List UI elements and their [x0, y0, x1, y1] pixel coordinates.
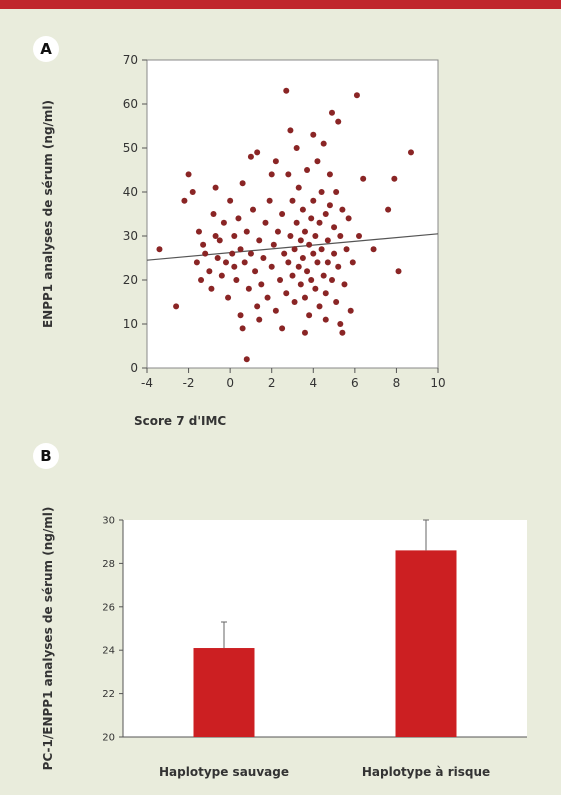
bar-plot-area: [123, 520, 527, 737]
bar-y-tick-label: 22: [102, 689, 115, 700]
category-label: Haplotype à risque: [362, 765, 490, 779]
bar: [396, 550, 457, 737]
bar-y-tick-label: 28: [102, 559, 115, 570]
bar-y-tick-label: 20: [102, 733, 115, 744]
bar-y-tick-label: 26: [102, 602, 115, 613]
bar: [194, 648, 255, 737]
bar-y-axis-title: PC-1/ENPP1 analyses de sérum (ng/ml): [41, 507, 55, 771]
bar-y-tick-label: 30: [102, 516, 115, 527]
category-label: Haplotype sauvage: [159, 765, 289, 779]
bar-y-tick-label: 24: [102, 646, 115, 657]
